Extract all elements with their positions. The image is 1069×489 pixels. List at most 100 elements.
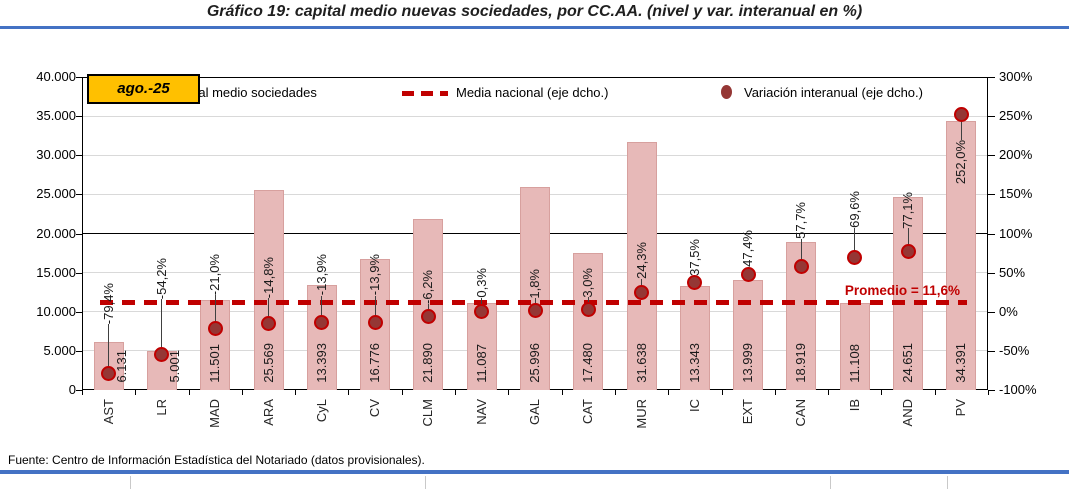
y-axis-right-label: 250% [999,108,1033,124]
gridline [82,115,988,117]
bar-value-label: 17.480 [580,343,596,383]
y-axis-right-tick [988,155,995,157]
leader-line [800,238,802,267]
variation-dot [207,320,223,336]
variation-dot [740,267,756,283]
bar-value-label: 13.393 [313,343,329,383]
y-axis-left-tick [76,390,82,391]
bar-value-label: 21.890 [420,343,436,383]
variation-dot [793,259,809,275]
variation-dot [580,301,596,317]
bar-value-label: 13.999 [740,343,756,383]
bar-value-label: 18.919 [793,343,809,383]
variation-dot [474,304,490,319]
variation-dot [101,366,117,382]
x-axis-tick [508,390,510,395]
y-axis-right-tick [988,194,995,196]
y-axis-right-tick [988,390,995,391]
x-axis-tick [348,390,350,395]
y-axis-right-tick [988,116,995,118]
x-axis-tick [295,390,297,395]
x-axis-label: IC [686,399,702,412]
bar-value-label: 34.391 [953,343,969,383]
variation-dot [367,315,383,331]
y-axis-right-label: 50% [999,264,1026,280]
x-axis-tick [455,390,457,395]
chart-title: Gráfico 19: capital medio nuevas socieda… [206,3,863,20]
y-axis-left-label: 40.000 [36,69,76,84]
gridline [82,154,988,156]
variation-value-label: -13,9% [367,254,383,296]
x-axis-label: CV [367,399,383,418]
x-axis-label: LR [153,399,169,416]
x-axis-tick [988,390,989,395]
variation-value-label: -14,8% [260,257,276,299]
y-axis-left-tick [76,311,82,313]
variation-value-label: -21,0% [207,253,223,296]
leader-line [321,295,323,323]
leader-line [161,299,163,355]
x-axis-label: GAL [527,399,542,426]
x-axis-label: CLM [420,399,436,427]
y-axis-right-label: 100% [999,225,1033,241]
y-axis-left-tick [76,116,82,118]
bar-value-label: 16.776 [367,343,383,383]
grid-stub [947,476,948,489]
x-axis-label: AST [100,399,116,425]
promedio-label: Promedio = 11,6% [844,283,960,298]
bar [626,142,657,390]
variation-value-label: 0,3% [473,267,489,298]
y-axis-right-label: -100% [999,382,1037,397]
bar [946,120,977,390]
y-axis-right-tick [988,77,995,78]
y-axis-right-label: -50% [999,342,1030,358]
bar-value-label: 24.651 [900,343,916,383]
y-axis-left-tick [76,272,82,274]
variation-dot [314,315,330,331]
y-axis-right-label: 200% [999,147,1033,163]
variation-dot [261,315,277,331]
variation-value-label: -54,2% [153,257,169,300]
bar-value-label: 25.569 [260,343,276,383]
x-axis-tick [774,390,776,395]
media-nacional-line [99,300,968,306]
y-axis-left-label: 15.000 [36,264,76,280]
variation-dot [900,243,916,259]
bar-value-label: 11.501 [207,344,223,383]
x-axis-tick [561,390,563,395]
x-axis-label: AND [900,399,916,427]
grid-stub [130,476,131,489]
bar-value-label: 25.996 [527,343,542,383]
variation-value-label: -79,4% [100,282,116,324]
y-axis-right-tick [988,272,995,274]
x-axis-tick [934,390,936,395]
x-axis-tick [188,390,190,395]
y-axis-left-tick [76,77,82,78]
x-axis-tick [241,390,243,395]
variation-dot [847,249,863,265]
variation-value-label: 57,7% [793,201,809,239]
x-axis-label: CAT [580,399,596,425]
bar-value-label: 11.087 [473,344,489,383]
grid-stub [830,476,831,489]
x-axis-tick [614,390,616,395]
dot-marker-icon [721,85,732,99]
variation-value-label: 3,0% [580,267,596,298]
bar [733,280,764,390]
x-axis-label: CAN [793,399,809,427]
x-axis-label: ARA [260,399,276,426]
variation-dot [687,274,703,290]
grid-stub [425,476,426,489]
variation-value-label: 24,3% [633,241,649,279]
variation-value-label: -13,9% [313,254,329,296]
legend-line-label: Media nacional (eje dcho.) [456,85,609,100]
y-axis-left-label: 30.000 [36,147,76,163]
leader-line [854,228,856,258]
y-axis-right-label: 300% [999,69,1033,84]
leader-line [268,298,270,324]
leader-line [374,295,376,323]
variation-value-label: 252,0% [953,139,969,184]
variation-value-label: 69,6% [846,191,862,229]
variation-value-label: 1,8% [527,268,542,299]
